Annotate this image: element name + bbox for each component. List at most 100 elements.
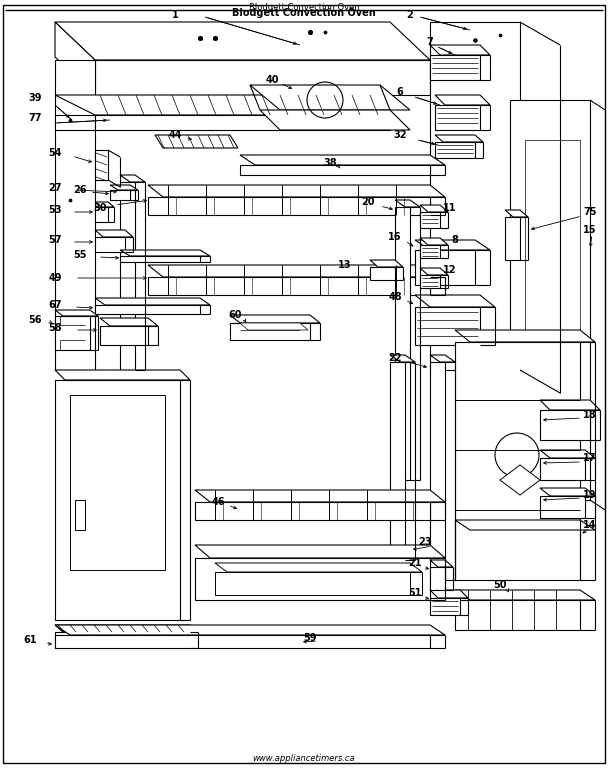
Text: 19: 19 bbox=[583, 490, 596, 500]
Polygon shape bbox=[55, 380, 180, 620]
Text: 57: 57 bbox=[48, 235, 62, 245]
Polygon shape bbox=[148, 197, 430, 215]
Text: 60: 60 bbox=[228, 310, 242, 320]
Text: 46: 46 bbox=[211, 497, 225, 507]
Polygon shape bbox=[250, 85, 410, 110]
Text: 30: 30 bbox=[93, 203, 107, 213]
Polygon shape bbox=[430, 22, 520, 370]
Polygon shape bbox=[415, 295, 495, 307]
Text: Blodgett Convection Oven: Blodgett Convection Oven bbox=[232, 8, 376, 18]
Text: 39: 39 bbox=[28, 93, 42, 103]
Polygon shape bbox=[155, 135, 238, 148]
Polygon shape bbox=[430, 55, 480, 80]
Text: 56: 56 bbox=[28, 315, 42, 325]
Polygon shape bbox=[430, 560, 453, 567]
Polygon shape bbox=[95, 60, 430, 95]
Text: 1: 1 bbox=[171, 10, 178, 20]
Polygon shape bbox=[55, 115, 95, 130]
Polygon shape bbox=[195, 490, 445, 502]
Text: 17: 17 bbox=[583, 453, 596, 463]
Text: 32: 32 bbox=[393, 130, 407, 140]
Text: 54: 54 bbox=[48, 148, 62, 158]
Polygon shape bbox=[195, 545, 445, 558]
Polygon shape bbox=[370, 260, 403, 267]
Polygon shape bbox=[455, 330, 595, 342]
Polygon shape bbox=[215, 572, 410, 595]
Polygon shape bbox=[430, 45, 490, 55]
Polygon shape bbox=[95, 150, 108, 180]
Polygon shape bbox=[195, 558, 430, 600]
Polygon shape bbox=[370, 267, 395, 280]
Text: 15: 15 bbox=[583, 225, 596, 235]
Text: 55: 55 bbox=[73, 250, 87, 260]
Text: 58: 58 bbox=[48, 323, 62, 333]
Polygon shape bbox=[415, 240, 490, 250]
Polygon shape bbox=[148, 185, 445, 197]
Text: 48: 48 bbox=[388, 292, 402, 302]
Polygon shape bbox=[120, 256, 200, 262]
Polygon shape bbox=[55, 22, 95, 95]
Text: 14: 14 bbox=[583, 520, 596, 530]
Polygon shape bbox=[430, 362, 445, 580]
Polygon shape bbox=[95, 202, 114, 207]
Text: 40: 40 bbox=[265, 75, 278, 85]
Text: 11: 11 bbox=[443, 203, 457, 213]
Text: 53: 53 bbox=[48, 205, 62, 215]
Polygon shape bbox=[540, 488, 595, 496]
Polygon shape bbox=[435, 142, 475, 158]
Text: 27: 27 bbox=[48, 183, 62, 193]
Polygon shape bbox=[55, 316, 90, 350]
Polygon shape bbox=[430, 598, 460, 615]
Text: 75: 75 bbox=[583, 207, 596, 217]
Text: 51: 51 bbox=[408, 588, 422, 598]
Polygon shape bbox=[55, 625, 198, 632]
Text: 12: 12 bbox=[443, 265, 457, 275]
Polygon shape bbox=[110, 185, 138, 190]
Polygon shape bbox=[95, 207, 108, 222]
Polygon shape bbox=[540, 400, 600, 410]
Text: 8: 8 bbox=[452, 235, 458, 245]
Polygon shape bbox=[70, 395, 165, 570]
Text: 61: 61 bbox=[23, 635, 36, 645]
Polygon shape bbox=[110, 190, 130, 200]
Polygon shape bbox=[455, 520, 595, 530]
Polygon shape bbox=[540, 458, 585, 480]
Polygon shape bbox=[95, 237, 125, 252]
Polygon shape bbox=[55, 635, 430, 648]
Polygon shape bbox=[55, 22, 430, 60]
Polygon shape bbox=[430, 355, 455, 362]
Text: 20: 20 bbox=[361, 197, 375, 207]
Polygon shape bbox=[420, 238, 448, 245]
Polygon shape bbox=[148, 277, 430, 295]
Text: 49: 49 bbox=[48, 273, 62, 283]
Polygon shape bbox=[390, 355, 415, 362]
Polygon shape bbox=[435, 135, 483, 142]
Polygon shape bbox=[430, 590, 468, 598]
Polygon shape bbox=[100, 318, 158, 326]
Polygon shape bbox=[395, 200, 420, 207]
Text: 7: 7 bbox=[427, 37, 434, 47]
Text: www.appliancetimers.ca: www.appliancetimers.ca bbox=[253, 754, 355, 763]
Text: Blodgett Convection Oven: Blodgett Convection Oven bbox=[249, 3, 359, 12]
Polygon shape bbox=[510, 100, 590, 500]
Polygon shape bbox=[455, 342, 580, 580]
Polygon shape bbox=[95, 305, 200, 314]
Polygon shape bbox=[120, 250, 210, 256]
Polygon shape bbox=[230, 315, 320, 323]
Polygon shape bbox=[95, 115, 390, 130]
Polygon shape bbox=[240, 155, 445, 165]
Text: 44: 44 bbox=[168, 130, 182, 140]
Polygon shape bbox=[540, 450, 595, 458]
Polygon shape bbox=[95, 230, 133, 237]
Polygon shape bbox=[420, 212, 440, 228]
Polygon shape bbox=[55, 625, 445, 635]
Polygon shape bbox=[420, 205, 448, 212]
Text: 23: 23 bbox=[418, 537, 432, 547]
Polygon shape bbox=[455, 590, 595, 600]
Text: 26: 26 bbox=[73, 185, 87, 195]
Polygon shape bbox=[55, 310, 98, 316]
Polygon shape bbox=[240, 323, 308, 330]
Polygon shape bbox=[455, 600, 580, 630]
Text: 13: 13 bbox=[338, 260, 352, 270]
Polygon shape bbox=[420, 275, 440, 288]
